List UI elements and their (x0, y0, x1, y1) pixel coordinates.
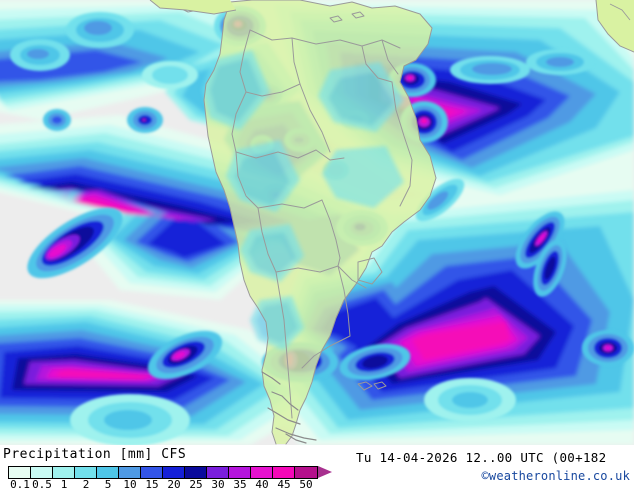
colorbar-tick-35: 35 (233, 478, 247, 491)
colorbar-tick-15: 15 (145, 478, 159, 491)
colorbar-swatch-0.1 (9, 467, 31, 478)
central-america (149, 0, 237, 15)
colorbar-tick-50: 50 (299, 478, 313, 491)
colorbar-swatch-2 (75, 467, 97, 478)
colorbar-tick-5: 5 (104, 478, 112, 491)
colorbar-swatch-10 (119, 467, 141, 478)
colorbar-swatch-25 (185, 467, 207, 478)
colorbar-swatch-0.5 (31, 467, 53, 478)
country-borders (175, 0, 634, 445)
colorbar-tick-40: 40 (255, 478, 269, 491)
colorbar-tick-labels: 0.1 0.5 1 2 5 10 15 20 25 30 35 40 45 50 (0, 478, 340, 491)
colorbar-tick-1: 1 (60, 478, 68, 491)
colorbar-overflow-arrow (318, 466, 332, 478)
colorbar-tick-2: 2 (82, 478, 90, 491)
africa-coast (595, 0, 634, 53)
land-precip-overlay (202, 50, 404, 350)
colorbar-tick-20: 20 (167, 478, 181, 491)
colorbar-swatch-45 (273, 467, 295, 478)
legend-footer: Precipitation [mm] CFS 0.1 0.5 1 2 5 10 15 20 25… (0, 445, 634, 491)
colorbar-tick-25: 25 (189, 478, 203, 491)
colorbar-swatch-30 (207, 467, 229, 478)
colorbar-tick-0.1: 0.1 (10, 478, 30, 491)
colorbar-swatch-40 (251, 467, 273, 478)
forecast-run-info: Tu 14-04-2026 12..00 UTC (00+182 (356, 450, 607, 465)
copyright-notice: ©weatheronline.co.uk (481, 469, 630, 483)
colorbar[interactable] (8, 466, 318, 479)
colorbar-swatch-35 (229, 467, 251, 478)
map-canvas (0, 0, 634, 445)
colorbar-tick-30: 30 (211, 478, 225, 491)
colorbar-tick-10: 10 (123, 478, 137, 491)
colorbar-swatch-5 (97, 467, 119, 478)
colorbar-swatch-50 (295, 467, 317, 478)
colorbar-tick-0.5: 0.5 (32, 478, 52, 491)
legend-title: Precipitation [mm] CFS (3, 447, 187, 462)
colorbar-tick-45: 45 (277, 478, 291, 491)
colorbar-swatch-20 (163, 467, 185, 478)
precipitation-map[interactable] (0, 0, 634, 445)
colorbar-swatch-1 (53, 467, 75, 478)
colorbar-swatch-15 (141, 467, 163, 478)
